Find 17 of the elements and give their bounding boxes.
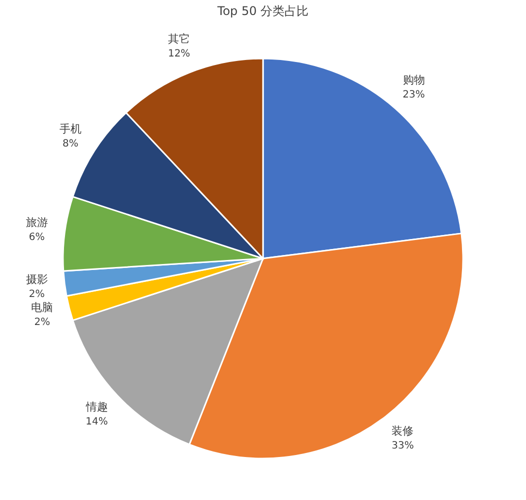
data-label: 33%: [392, 440, 414, 452]
slice-label: 手机: [59, 122, 82, 136]
slice-label: 电脑: [31, 301, 54, 314]
data-label: 2%: [28, 289, 45, 300]
data-label: 6%: [28, 232, 45, 243]
slice-label: 其它: [168, 32, 190, 46]
slice-label: 装修: [392, 424, 414, 438]
slice-label: 情趣: [84, 400, 108, 414]
data-label: 14%: [86, 416, 108, 428]
data-label: 12%: [168, 48, 190, 60]
slice-label: 摄影: [26, 273, 48, 286]
slice-label: 旅游: [26, 216, 48, 229]
data-label: 23%: [402, 89, 425, 100]
chart-title: Top 50 分类占比: [216, 4, 309, 18]
slice-label: 购物: [402, 73, 425, 86]
data-label: 2%: [34, 317, 50, 328]
data-label: 8%: [62, 138, 78, 150]
